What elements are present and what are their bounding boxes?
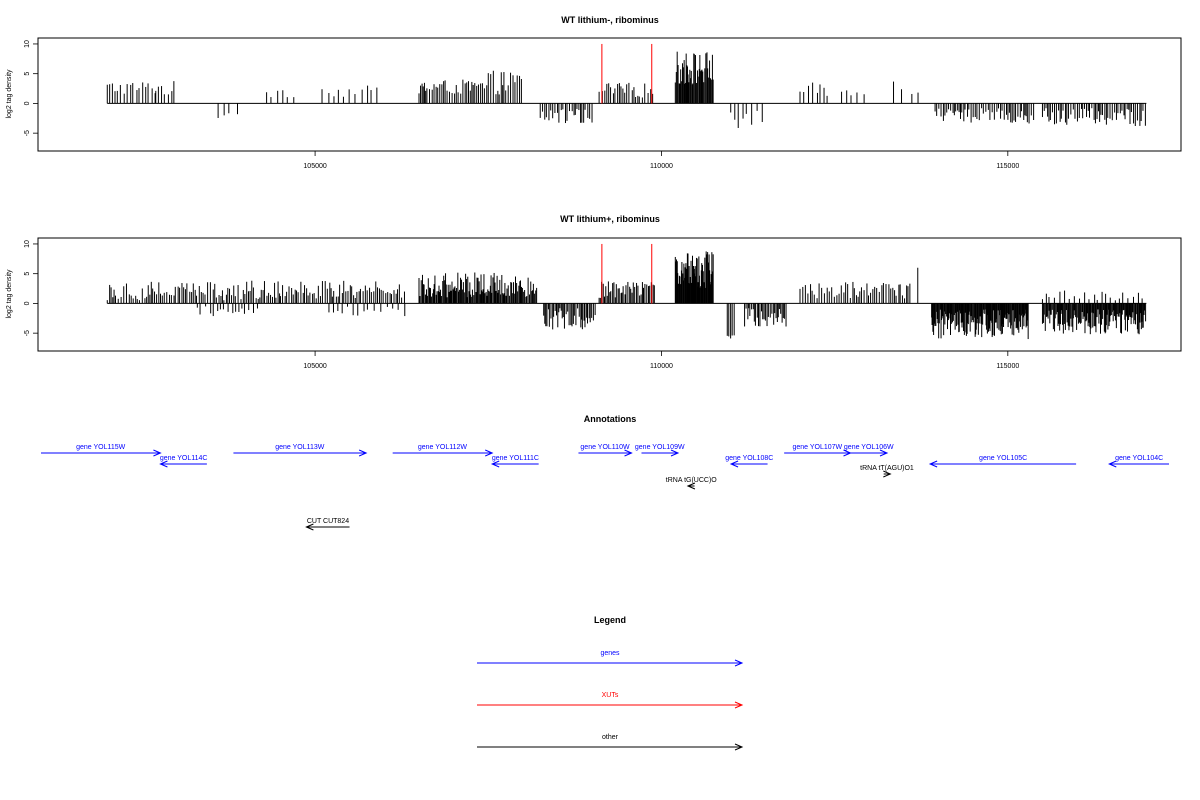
annotation-feature: gene YOL111C bbox=[490, 455, 539, 468]
panel-1-title: WT lithium-, ribominus bbox=[561, 15, 659, 25]
legend-label: other bbox=[602, 734, 619, 741]
x-tick-label: 105000 bbox=[303, 163, 326, 170]
panel-1-frame bbox=[37, 37, 1182, 152]
legend-label: XUTs bbox=[602, 692, 619, 699]
annotation-feature: gene YOL108C bbox=[725, 455, 773, 468]
panel-2-axes: -5 0 5 10 105000 110000 115000 bbox=[24, 240, 1019, 370]
x-tick-label: 115000 bbox=[996, 163, 1019, 170]
feature-label: tRNA tT(AGU)O1 bbox=[860, 465, 914, 472]
annotation-feature: tRNA tG(UCC)O bbox=[666, 477, 718, 490]
legend-title: Legend bbox=[594, 615, 626, 625]
feature-label: gene YOL114C bbox=[160, 455, 208, 462]
feature-arrow-head bbox=[1108, 460, 1117, 468]
panel-lithium-plus: WT lithium+, ribominus -5 0 5 10 105000 11000… bbox=[6, 214, 1182, 370]
panel-2-bars bbox=[106, 243, 1147, 340]
feature-arrow-head bbox=[153, 449, 162, 457]
x-tick-label: 115000 bbox=[996, 363, 1019, 370]
feature-label: gene YOL112W bbox=[418, 444, 468, 451]
panel-2-frame bbox=[37, 237, 1182, 352]
y-tick-label: -5 bbox=[24, 130, 31, 136]
feature-label: gene YOL110W bbox=[580, 444, 630, 451]
feature-label: gene YOL108C bbox=[725, 455, 773, 462]
feature-label: gene YOL106W bbox=[844, 444, 894, 451]
panel-1-axes: -5 0 5 10 105000 110000 115000 bbox=[24, 40, 1019, 170]
feature-arrow-head bbox=[358, 449, 368, 457]
y-tick-label: 5 bbox=[24, 72, 31, 76]
legend: Legend genes XUTs other bbox=[477, 615, 744, 751]
annotation-feature: gene YOL110W bbox=[578, 444, 633, 457]
feature-arrow-head bbox=[624, 449, 633, 457]
panel-1-bars bbox=[106, 43, 1147, 128]
feature-label: CUT CUT824 bbox=[307, 518, 349, 525]
legend-items: genes XUTs other bbox=[477, 650, 744, 751]
feature-arrow-head bbox=[928, 460, 938, 468]
x-tick-label: 110000 bbox=[650, 163, 673, 170]
annotation-feature: gene YOL112W bbox=[392, 444, 494, 457]
x-tick-label: 105000 bbox=[303, 363, 326, 370]
annotations-title: Annotations bbox=[584, 414, 637, 424]
panel-2-title: WT lithium+, ribominus bbox=[560, 214, 660, 224]
annotation-feature: tRNA tT(AGU)O1 bbox=[860, 465, 914, 478]
feature-label: gene YOL111C bbox=[492, 455, 539, 462]
y-tick-label: 0 bbox=[24, 101, 31, 105]
annotation-feature: gene YOL104C bbox=[1108, 455, 1169, 468]
feature-label: gene YOL104C bbox=[1115, 455, 1163, 462]
legend-arrow-head bbox=[734, 743, 744, 751]
feature-label: gene YOL105C bbox=[979, 455, 1027, 462]
legend-item: XUTs bbox=[477, 692, 744, 709]
feature-arrow-head bbox=[305, 523, 314, 531]
annotation-feature: gene YOL107W bbox=[784, 444, 852, 457]
panel-2-ylabel: log2 tag density bbox=[6, 269, 13, 319]
feature-arrow-head bbox=[159, 460, 168, 468]
legend-item: genes bbox=[477, 650, 744, 667]
annotation-feature: gene YOL105C bbox=[928, 455, 1077, 468]
y-tick-label: 0 bbox=[24, 301, 31, 305]
annotation-feature: CUT CUT824 bbox=[305, 518, 350, 531]
feature-arrow-head bbox=[485, 449, 494, 457]
y-tick-label: 10 bbox=[24, 240, 31, 248]
y-tick-label: 5 bbox=[24, 272, 31, 276]
panel-lithium-minus: WT lithium-, ribominus -5 0 5 10 105000 11000… bbox=[6, 15, 1182, 170]
feature-arrow-head bbox=[883, 470, 892, 478]
legend-arrow-head bbox=[734, 701, 744, 709]
y-tick-label: -5 bbox=[24, 330, 31, 336]
feature-arrow-head bbox=[879, 449, 889, 457]
annotation-feature: gene YOL113W bbox=[233, 444, 368, 457]
annotation-feature: gene YOL114C bbox=[159, 455, 208, 468]
legend-label: genes bbox=[600, 650, 620, 657]
annotation-feature: gene YOL109W bbox=[635, 444, 685, 457]
feature-arrow-head bbox=[490, 460, 500, 468]
x-tick-label: 110000 bbox=[650, 363, 673, 370]
feature-label: gene YOL109W bbox=[635, 444, 685, 451]
feature-label: gene YOL113W bbox=[275, 444, 325, 451]
feature-label: tRNA tG(UCC)O bbox=[666, 477, 718, 484]
annotation-feature: gene YOL115W bbox=[41, 444, 162, 457]
legend-arrow-head bbox=[734, 659, 744, 667]
annotation-features: gene YOL115W gene YOL114C gene YOL113W gene… bbox=[41, 444, 1169, 531]
feature-label: gene YOL107W bbox=[792, 444, 842, 451]
feature-arrow-head bbox=[729, 460, 739, 468]
y-tick-label: 10 bbox=[24, 40, 31, 48]
annotation-feature: gene YOL106W bbox=[844, 444, 894, 457]
feature-arrow-head bbox=[686, 482, 696, 490]
feature-arrow-head bbox=[670, 449, 680, 457]
panel-1-ylabel: log2 tag density bbox=[6, 69, 13, 119]
feature-label: gene YOL115W bbox=[76, 444, 126, 451]
legend-item: other bbox=[477, 734, 744, 751]
